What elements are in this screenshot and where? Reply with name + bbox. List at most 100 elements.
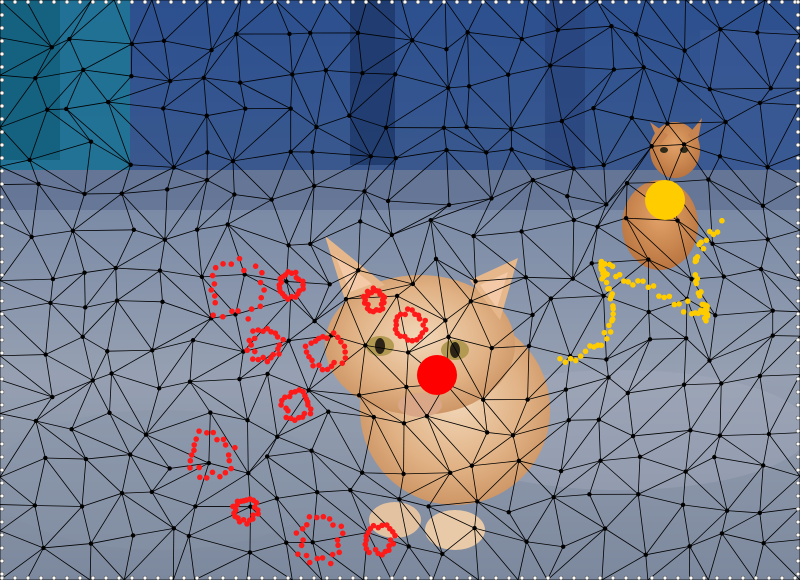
mesh-edge xyxy=(689,533,723,547)
red-point xyxy=(197,474,203,481)
mesh-edge xyxy=(189,340,194,382)
mesh-edge xyxy=(470,281,476,302)
mesh-edge xyxy=(151,468,170,493)
mesh-edge xyxy=(561,120,604,166)
mesh-edge xyxy=(709,88,761,104)
mesh-edge xyxy=(121,193,166,240)
mesh-edge xyxy=(173,506,196,529)
red-point xyxy=(306,559,313,566)
mesh-edge xyxy=(271,151,292,200)
border-dot xyxy=(795,181,800,187)
mesh-edge xyxy=(719,156,764,207)
red-point xyxy=(324,366,331,373)
yellow-point xyxy=(695,290,702,296)
mesh-node xyxy=(360,70,365,76)
mesh-edge xyxy=(267,450,312,457)
red-point xyxy=(386,543,392,549)
mesh-edge xyxy=(289,33,293,75)
border-dot xyxy=(795,402,800,408)
mesh-edge xyxy=(511,149,534,181)
mesh-edge xyxy=(385,87,449,128)
border-dot xyxy=(0,428,5,434)
mesh-edge xyxy=(762,205,800,231)
border-dot xyxy=(795,363,800,369)
mesh-edge xyxy=(43,506,83,549)
mesh-node xyxy=(29,234,34,240)
mesh-edge xyxy=(603,117,633,166)
mesh-node xyxy=(45,107,50,112)
border-dot xyxy=(701,0,707,5)
mesh-node xyxy=(69,427,74,432)
mesh-node xyxy=(288,106,293,111)
border-dot xyxy=(532,0,538,5)
yellow-point xyxy=(605,286,611,292)
mesh-edge xyxy=(359,386,407,396)
mesh-edge xyxy=(357,32,413,41)
mesh-edge xyxy=(43,543,91,549)
border-dot xyxy=(0,64,5,70)
mesh-edge xyxy=(206,115,208,153)
mesh-edge xyxy=(312,541,364,580)
mesh-edge xyxy=(227,224,289,246)
mesh-edge xyxy=(173,167,208,181)
mesh-edge xyxy=(627,339,651,394)
mesh-edge xyxy=(645,0,685,51)
mesh-edge xyxy=(430,219,476,282)
mesh-edge xyxy=(115,267,160,271)
mesh-edge xyxy=(713,457,728,511)
border-dot xyxy=(795,480,800,486)
border-dot xyxy=(480,575,486,580)
mesh-edge xyxy=(550,295,604,300)
mesh-edge xyxy=(26,547,44,580)
mesh-edge xyxy=(689,546,709,580)
mesh-edge xyxy=(316,115,350,128)
border-dot xyxy=(636,575,642,580)
mesh-edge xyxy=(131,75,171,82)
mesh-edge xyxy=(767,229,800,240)
border-dot xyxy=(0,38,5,44)
mesh-node xyxy=(713,313,718,318)
mesh-edge xyxy=(364,156,372,192)
mesh-edge xyxy=(116,270,161,301)
mesh-node xyxy=(401,421,407,426)
mesh-edge xyxy=(312,126,317,153)
mesh-edge xyxy=(151,491,175,529)
border-dot xyxy=(0,480,5,486)
mesh-edge xyxy=(0,476,36,506)
mesh-edge xyxy=(0,77,36,128)
mesh-node xyxy=(591,106,596,111)
mesh-node xyxy=(689,276,694,282)
mesh-edge xyxy=(89,543,92,580)
border-dot xyxy=(25,0,31,5)
mesh-node xyxy=(757,373,763,379)
mesh-edge xyxy=(47,69,84,110)
mesh-edge xyxy=(474,501,478,529)
mesh-edge xyxy=(71,412,110,430)
mesh-node xyxy=(205,150,210,155)
border-dot xyxy=(0,545,5,551)
border-dot xyxy=(597,575,603,580)
mesh-edge xyxy=(211,33,237,51)
mesh-edge xyxy=(485,152,492,199)
mesh-edge xyxy=(764,0,800,36)
mesh-edge xyxy=(546,546,564,580)
mesh-edge xyxy=(707,533,723,580)
yellow-point xyxy=(650,283,657,289)
yellow-point xyxy=(692,272,699,278)
mesh-edge xyxy=(596,0,612,27)
mesh-edge xyxy=(677,220,725,277)
mesh-edge xyxy=(760,239,769,270)
mesh-edge xyxy=(550,65,614,70)
mesh-node xyxy=(67,36,72,42)
mesh-edge xyxy=(162,301,212,319)
mesh-edge xyxy=(45,302,51,355)
mesh-edge xyxy=(288,243,311,246)
border-dot xyxy=(0,415,5,421)
mesh-edge xyxy=(597,226,649,260)
mesh-edge xyxy=(720,28,758,34)
mesh-edge xyxy=(639,456,686,472)
border-dot xyxy=(155,575,161,580)
mesh-edge xyxy=(468,85,512,130)
border-dot xyxy=(428,575,434,580)
mesh-edge xyxy=(236,33,293,75)
